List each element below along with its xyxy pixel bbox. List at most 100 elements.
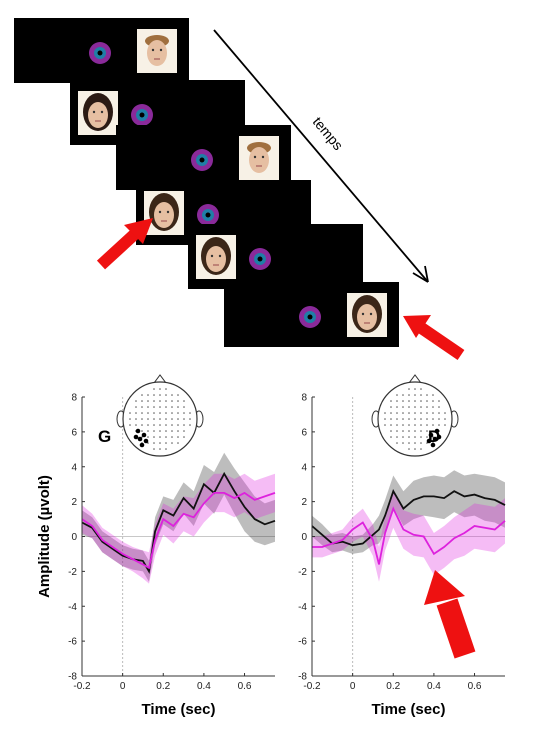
- electrode: [153, 418, 155, 420]
- electrode: [414, 388, 416, 390]
- electrode: [177, 424, 179, 426]
- electrode: [414, 436, 416, 438]
- electrode: [426, 424, 428, 426]
- head-nose: [153, 374, 167, 384]
- selected-electrode: [426, 438, 432, 444]
- electrode: [159, 388, 161, 390]
- electrode: [408, 418, 410, 420]
- electrode: [159, 394, 161, 396]
- electrode: [432, 400, 434, 402]
- face-eye-right: [218, 254, 222, 258]
- electrode: [390, 406, 392, 408]
- stimulus-sequence: [14, 18, 399, 347]
- electrode: [135, 424, 137, 426]
- electrode: [135, 400, 137, 402]
- series-line: [81, 471, 276, 575]
- electrode: [171, 430, 173, 432]
- target-center: [97, 50, 103, 56]
- time-arrow-label: temps: [310, 114, 347, 153]
- electrode: [384, 424, 386, 426]
- electrode: [420, 424, 422, 426]
- electrode-grid: [129, 388, 191, 450]
- electrode: [408, 442, 410, 444]
- electrode: [420, 442, 422, 444]
- electrode: [426, 436, 428, 438]
- electrode: [153, 424, 155, 426]
- electrode: [177, 436, 179, 438]
- face-eye-right: [261, 155, 265, 159]
- electrode: [165, 406, 167, 408]
- electrode: [153, 430, 155, 432]
- face-skin: [206, 246, 226, 272]
- x-tick-label: 0.4: [427, 681, 441, 692]
- electrode: [420, 430, 422, 432]
- electrode: [177, 406, 179, 408]
- electrode: [159, 424, 161, 426]
- electrode: [402, 418, 404, 420]
- electrode: [420, 448, 422, 450]
- electrode: [141, 400, 143, 402]
- selected-electrode: [434, 428, 440, 434]
- face-eye-left: [92, 110, 96, 114]
- electrode: [402, 436, 404, 438]
- electrode: [177, 442, 179, 444]
- y-tick-label: -4: [298, 602, 307, 613]
- electrode: [426, 394, 428, 396]
- electrode: [426, 406, 428, 408]
- electrode: [432, 394, 434, 396]
- electrode: [129, 424, 131, 426]
- face-skin: [357, 304, 377, 330]
- electrode: [129, 418, 131, 420]
- electrode: [408, 412, 410, 414]
- electrode: [432, 406, 434, 408]
- electrode: [171, 394, 173, 396]
- face-eye-left: [158, 210, 162, 214]
- y-axis-label: Amplitude (µvolt): [36, 475, 53, 598]
- electrode: [141, 418, 143, 420]
- stimulus-frame: [116, 125, 291, 190]
- electrode: [438, 418, 440, 420]
- electrode: [177, 412, 179, 414]
- face-eye-left: [253, 155, 257, 159]
- electrode: [165, 448, 167, 450]
- target-center: [139, 112, 145, 118]
- electrode: [183, 424, 185, 426]
- y-tick-label: 4: [71, 462, 77, 473]
- face-eye-left: [210, 254, 214, 258]
- electrode: [153, 442, 155, 444]
- electrode: [396, 418, 398, 420]
- electrode: [153, 412, 155, 414]
- electrode: [420, 436, 422, 438]
- selected-electrode: [141, 432, 147, 438]
- electrode: [147, 430, 149, 432]
- electrode: [147, 418, 149, 420]
- electrode: [414, 418, 416, 420]
- face-eye-left: [361, 312, 365, 316]
- electrode: [183, 400, 185, 402]
- face-eye-left: [151, 48, 155, 52]
- face-eye-right: [100, 110, 104, 114]
- electrode: [135, 412, 137, 414]
- electrode: [159, 400, 161, 402]
- electrode: [189, 418, 191, 420]
- electrode: [177, 400, 179, 402]
- y-tick-label: 2: [71, 497, 77, 508]
- electrode: [432, 430, 434, 432]
- x-tick-label: 0.2: [156, 681, 170, 692]
- electrode: [135, 418, 137, 420]
- red-arrow-left: [96, 218, 153, 270]
- electrode: [147, 436, 149, 438]
- y-tick-label: 6: [301, 427, 307, 438]
- electrode: [165, 436, 167, 438]
- electrode: [147, 406, 149, 408]
- face-skin: [88, 102, 108, 128]
- x-tick-label: 0.2: [386, 681, 400, 692]
- face-skin: [147, 40, 167, 66]
- electrode: [390, 418, 392, 420]
- electrode: [414, 412, 416, 414]
- electrode: [408, 388, 410, 390]
- series-line: [81, 491, 276, 570]
- face-skin: [154, 202, 174, 228]
- x-tick-label: -0.2: [73, 681, 91, 692]
- electrode: [177, 418, 179, 420]
